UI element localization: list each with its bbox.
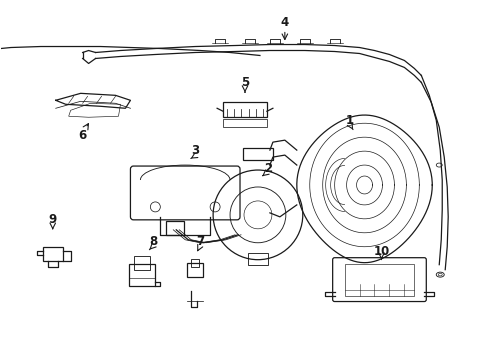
Bar <box>223 119 266 127</box>
Bar <box>134 256 150 270</box>
Text: 6: 6 <box>79 129 86 142</box>
Bar <box>129 264 155 285</box>
Bar <box>344 264 413 296</box>
Bar <box>243 148 272 160</box>
Text: 9: 9 <box>48 213 57 226</box>
Text: 7: 7 <box>196 235 204 248</box>
Bar <box>187 263 203 276</box>
Text: 8: 8 <box>149 235 157 248</box>
Text: 3: 3 <box>191 144 199 157</box>
Bar <box>247 253 267 265</box>
Bar <box>42 247 62 261</box>
Bar <box>166 221 184 235</box>
Text: 4: 4 <box>280 16 288 29</box>
Bar <box>223 102 266 117</box>
Text: 1: 1 <box>345 114 353 127</box>
Bar <box>191 259 199 267</box>
Text: 10: 10 <box>372 245 389 258</box>
Polygon shape <box>68 103 120 117</box>
Text: 2: 2 <box>264 162 271 175</box>
Text: 5: 5 <box>241 76 248 89</box>
